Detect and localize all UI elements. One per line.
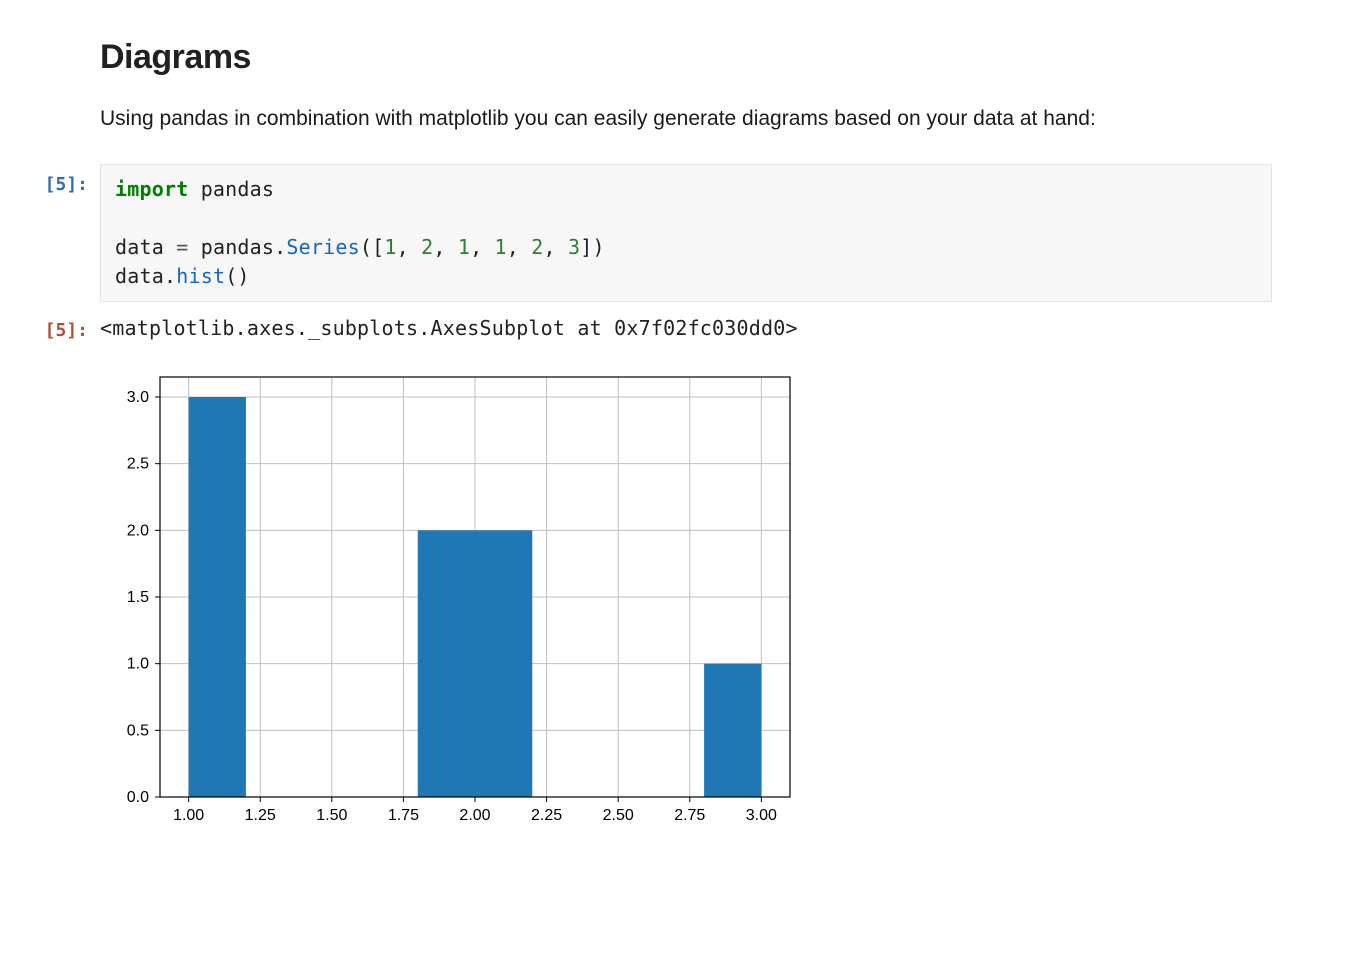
svg-text:2.50: 2.50 (603, 807, 634, 824)
code-cell: [5]: import pandas data = pandas.Series(… (0, 164, 1352, 302)
svg-text:1.50: 1.50 (316, 807, 347, 824)
svg-text:1.75: 1.75 (388, 807, 419, 824)
code-token: . (164, 264, 176, 288)
code-token: , (507, 235, 531, 259)
code-token: () (225, 264, 249, 288)
code-token: . (274, 235, 286, 259)
code-token: data (115, 264, 164, 288)
code-token-number: 3 (568, 235, 580, 259)
code-token: data (115, 235, 176, 259)
code-token: ([ (360, 235, 384, 259)
chart-output: 1.00 1.25 1.50 1.75 2.00 2.25 2.50 2.75 3.00 0.0 0… (100, 359, 1352, 844)
code-token-operator: = (176, 235, 188, 259)
svg-text:3.00: 3.00 (746, 807, 777, 824)
code-token: pandas (188, 177, 274, 201)
svg-text:3.0: 3.0 (127, 389, 149, 406)
svg-text:2.25: 2.25 (531, 807, 562, 824)
output-prompt: [5]: (0, 310, 100, 341)
code-token-number: 2 (421, 235, 433, 259)
code-token-number: 1 (384, 235, 396, 259)
output-cell: [5]: <matplotlib.axes._subplots.AxesSubp… (0, 310, 1352, 341)
code-token-function: Series (286, 235, 359, 259)
code-token-number: 2 (531, 235, 543, 259)
code-token: , (544, 235, 568, 259)
svg-text:1.5: 1.5 (127, 589, 149, 606)
code-token: , (470, 235, 494, 259)
code-token-keyword: import (115, 177, 188, 201)
svg-text:2.75: 2.75 (674, 807, 705, 824)
code-input[interactable]: import pandas data = pandas.Series([1, 2… (100, 164, 1272, 302)
histogram-chart: 1.00 1.25 1.50 1.75 2.00 2.25 2.50 2.75 3.00 0.0 0… (100, 359, 800, 839)
section-description: Using pandas in combination with matplot… (100, 103, 1272, 136)
code-token-number: 1 (458, 235, 470, 259)
code-token-function: hist (176, 264, 225, 288)
svg-text:1.0: 1.0 (127, 655, 149, 672)
markdown-cell: Diagrams Using pandas in combination wit… (100, 38, 1272, 136)
output-text: <matplotlib.axes._subplots.AxesSubplot a… (100, 310, 1272, 340)
code-token-number: 1 (495, 235, 507, 259)
code-token: , (433, 235, 457, 259)
svg-text:2.5: 2.5 (127, 455, 149, 472)
notebook: Diagrams Using pandas in combination wit… (0, 0, 1352, 884)
svg-text:2.00: 2.00 (459, 807, 490, 824)
section-heading: Diagrams (100, 38, 1272, 77)
svg-text:1.00: 1.00 (173, 807, 204, 824)
svg-text:0.0: 0.0 (127, 789, 149, 806)
input-prompt: [5]: (0, 164, 100, 195)
code-token: , (397, 235, 421, 259)
svg-text:2.0: 2.0 (127, 522, 149, 539)
code-token: pandas (188, 235, 274, 259)
svg-text:0.5: 0.5 (127, 722, 149, 739)
code-token: ]) (580, 235, 604, 259)
svg-text:1.25: 1.25 (245, 807, 276, 824)
